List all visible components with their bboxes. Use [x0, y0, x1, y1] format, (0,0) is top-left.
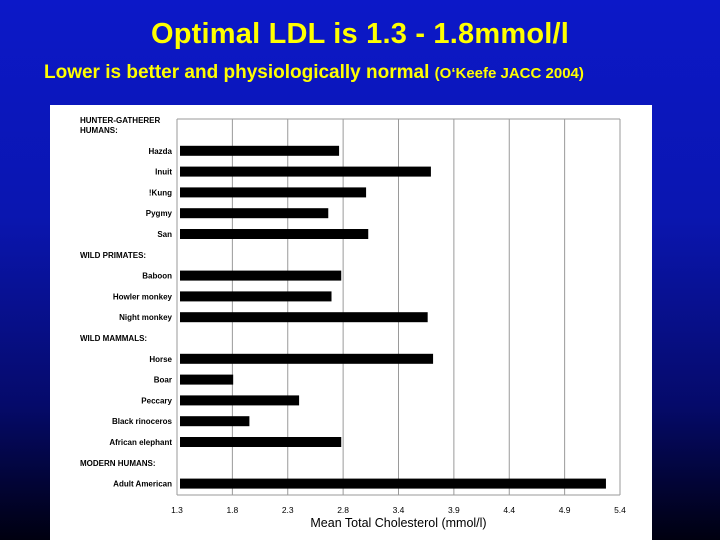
category-label: San — [157, 230, 172, 239]
x-tick-label: 2.3 — [282, 505, 294, 515]
category-label: Night monkey — [119, 313, 172, 322]
citation: (O‘Keefe JACC 2004) — [434, 65, 584, 82]
group-label: HUNTER-GATHERER — [80, 116, 161, 125]
cholesterol-bar-chart: 1.3 1.8 2.3 2.8 3.4 3.9 4.4 4.9 5.4 Mean Total Ch… — [80, 116, 626, 530]
bar — [180, 229, 369, 239]
category-label: Howler monkey — [113, 292, 173, 301]
bar — [180, 478, 606, 489]
category-label: Black rinoceros — [112, 417, 173, 426]
bar — [180, 353, 434, 364]
category-label: Boar — [154, 376, 172, 385]
bar — [180, 166, 431, 177]
category-label: Baboon — [142, 272, 172, 281]
x-tick-label: 2.8 — [337, 505, 349, 515]
x-tick-label: 4.4 — [503, 505, 515, 515]
x-tick-label: 1.8 — [226, 505, 238, 515]
group-label: WILD PRIMATES: — [80, 251, 146, 260]
bar — [180, 291, 332, 302]
group-label: MODERN HUMANS: — [80, 459, 156, 468]
x-tick-label: 4.9 — [559, 505, 571, 515]
category-label: Horse — [149, 355, 172, 364]
chart-panel: 1.3 1.8 2.3 2.8 3.4 3.9 4.4 4.9 5.4 Mean Total Ch… — [50, 105, 652, 540]
category-label: Adult American — [113, 480, 172, 489]
bar — [180, 208, 329, 219]
x-axis-label: Mean Total Cholesterol (mmol/l) — [310, 516, 486, 530]
bar — [180, 437, 342, 447]
category-label: African elephant — [109, 438, 172, 447]
subtitle-text: Lower is better and physiologically norm… — [44, 62, 430, 83]
category-label: Peccary — [141, 396, 172, 405]
slide-subtitle: Lower is better and physiologically norm… — [44, 62, 584, 84]
bar — [180, 270, 342, 281]
bar — [180, 395, 300, 406]
x-tick-label: 1.3 — [171, 505, 183, 515]
group-label: WILD MAMMALS: — [80, 334, 147, 343]
category-label: !Kung — [149, 188, 172, 197]
x-tick-label: 3.4 — [393, 505, 405, 515]
bar — [180, 187, 367, 198]
category-label: Pygmy — [146, 209, 173, 218]
bar — [180, 312, 428, 323]
bar — [180, 416, 250, 427]
bar — [180, 374, 234, 385]
bar — [180, 145, 340, 156]
slide-title: Optimal LDL is 1.3 - 1.8mmol/l — [150, 18, 570, 50]
category-label: Hazda — [148, 147, 172, 156]
x-tick-label: 5.4 — [614, 505, 626, 515]
group-label: HUMANS: — [80, 126, 118, 135]
x-tick-label: 3.9 — [448, 505, 460, 515]
category-label: Inuit — [155, 168, 172, 177]
